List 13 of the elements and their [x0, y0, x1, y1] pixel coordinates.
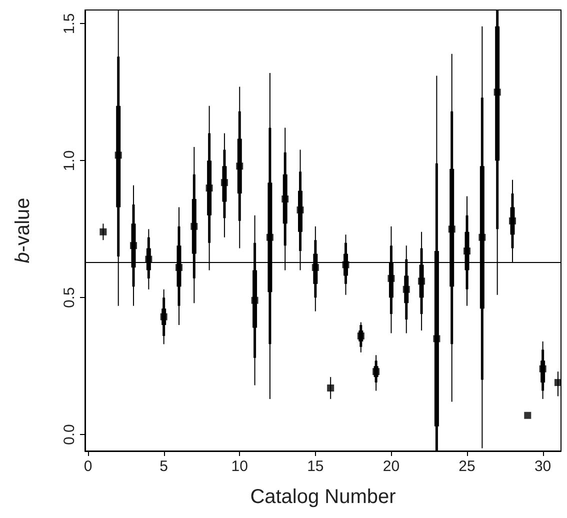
- y-tick-label: 0.5: [61, 287, 78, 308]
- x-tick-label: 30: [534, 458, 552, 475]
- x-axis-title: Catalog Number: [250, 486, 396, 508]
- y-tick-label: 1.0: [61, 150, 78, 172]
- y-tick-label: 0.0: [61, 424, 78, 445]
- x-tick-label: 10: [231, 458, 248, 475]
- x-tick-label: 5: [160, 458, 168, 475]
- x-tick-label: 20: [382, 458, 400, 475]
- x-tick-label: 0: [84, 458, 92, 475]
- x-tick-label: 15: [307, 458, 324, 475]
- y-axis-title: b-value: [12, 198, 34, 264]
- x-tick-label: 25: [458, 458, 476, 475]
- y-tick-label: 1.5: [61, 13, 78, 34]
